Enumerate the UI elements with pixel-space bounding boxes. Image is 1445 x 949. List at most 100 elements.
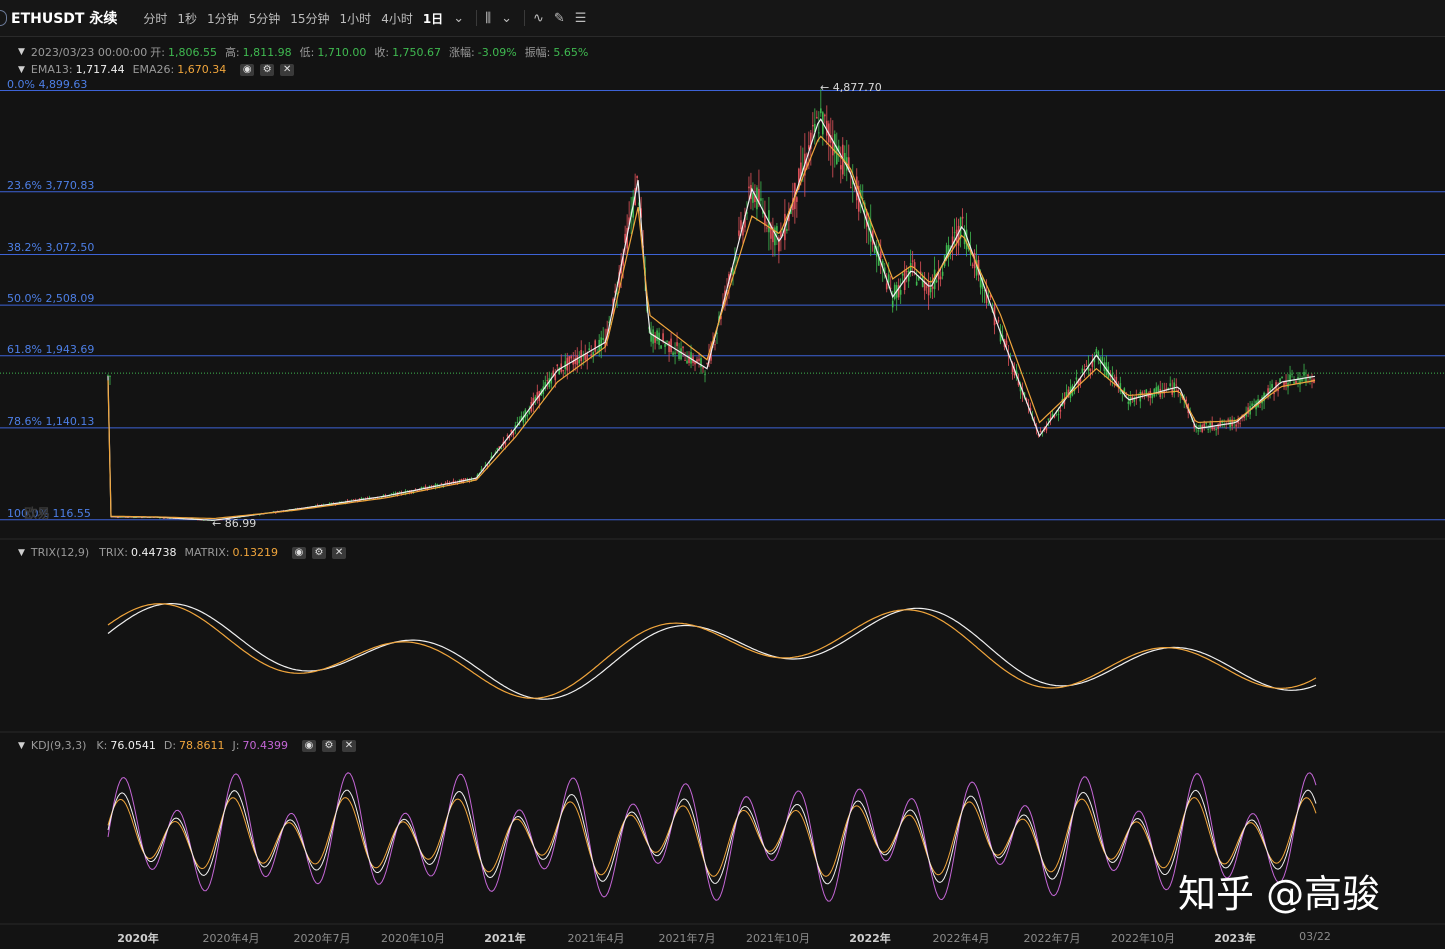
candle-body	[1309, 376, 1311, 380]
chart-area[interactable]: ▼ 2023/03/23 00:00:00 开: 1,806.55 高: 1,811…	[0, 37, 1445, 949]
candle-body	[1201, 425, 1203, 432]
close-icon[interactable]: ✕	[332, 546, 347, 559]
candle-body	[1039, 430, 1042, 433]
candle-body	[572, 360, 575, 365]
candle-body	[897, 285, 900, 298]
gear-icon[interactable]: ⚙	[312, 546, 327, 559]
symbol-favorite-icon[interactable]	[0, 10, 7, 26]
candle-body	[464, 478, 467, 480]
chevron-down-icon[interactable]: ⌄	[501, 10, 512, 26]
candle-body	[141, 517, 143, 519]
candle-body	[806, 161, 808, 169]
chevron-down-icon[interactable]: ⌄	[453, 10, 465, 26]
candle-body	[1307, 374, 1309, 377]
timeframe-1m[interactable]: 1分钟	[206, 11, 239, 26]
low-value: 1,710.00	[317, 45, 367, 59]
candle-body	[488, 462, 491, 464]
candle-body	[428, 485, 431, 488]
candle-body	[873, 245, 876, 253]
candle-type-icon[interactable]: ⫼	[485, 10, 492, 26]
candle-body	[556, 364, 559, 367]
candle-body	[818, 132, 820, 134]
candle-body	[360, 498, 363, 500]
candle-body	[963, 230, 966, 245]
fib-level-label: 50.0% 2,508.09	[7, 292, 95, 306]
chart-canvas[interactable]	[0, 37, 1445, 949]
timeframe-realtime[interactable]: 分时	[143, 11, 168, 26]
candle-body	[1065, 392, 1068, 399]
candle-body	[638, 202, 640, 206]
timeframe-1s[interactable]: 1秒	[177, 11, 197, 26]
collapse-icon[interactable]: ▼	[18, 47, 25, 57]
trix-line	[107, 602, 1317, 700]
candle-body	[636, 176, 638, 178]
candle-body	[766, 227, 768, 229]
candle-body	[1253, 404, 1255, 405]
candle-body	[1019, 384, 1022, 392]
trix-label: TRIX:	[99, 546, 128, 559]
candle-body	[518, 422, 521, 426]
timeframe-1d[interactable]: 1日	[422, 11, 444, 26]
eye-icon[interactable]: ◉	[240, 63, 255, 76]
indicator-icon[interactable]: ∿	[532, 10, 544, 26]
candle-body	[1091, 361, 1094, 367]
fib-level-label: 61.8% 1,943.69	[7, 342, 95, 356]
drawing-tools-icon[interactable]: ✎	[553, 10, 565, 26]
candle-body	[650, 332, 652, 342]
gear-icon[interactable]: ⚙	[260, 63, 275, 76]
kdj-legend: ▼ KDJ(9,3,3) K: 76.0541 D: 78.8611 J: 70.43…	[18, 739, 356, 752]
candle-body	[1213, 427, 1215, 430]
timeframe-15m[interactable]: 15分钟	[290, 11, 330, 26]
symbol-title[interactable]: ETHUSDT 永续	[11, 11, 118, 27]
candle-body	[1147, 394, 1150, 398]
timeframe-4h[interactable]: 4小时	[381, 11, 413, 26]
collapse-icon[interactable]: ▼	[18, 740, 25, 751]
candle-body	[676, 342, 678, 347]
k-line	[107, 789, 1317, 885]
timeframe-1h[interactable]: 1小时	[339, 11, 372, 26]
candle-body	[552, 370, 555, 377]
chart-toolbar: ETHUSDT 永续 分时 1秒 1分钟 5分钟 15分钟 1小时 4小时 1日…	[0, 0, 1445, 37]
candle-body	[945, 245, 948, 257]
candle-body	[941, 271, 944, 276]
timeframe-5m[interactable]: 5分钟	[248, 11, 281, 26]
j-label: J:	[232, 739, 240, 752]
candle-body	[1203, 423, 1205, 428]
candle-body	[1209, 422, 1211, 429]
candle-body	[732, 268, 734, 275]
candle-body	[1299, 378, 1301, 385]
candle-body	[774, 227, 776, 246]
candle-body	[865, 210, 868, 227]
candle-body	[1305, 376, 1307, 383]
collapse-icon[interactable]: ▼	[18, 547, 25, 558]
candle-body	[1049, 417, 1052, 420]
candle-body	[1185, 399, 1188, 402]
settings-list-icon[interactable]: ☰	[574, 10, 587, 26]
candle-body	[1247, 407, 1249, 414]
candle-body	[965, 229, 968, 250]
candle-body	[578, 359, 581, 364]
close-icon[interactable]: ✕	[341, 739, 356, 752]
candle-body	[1153, 388, 1156, 397]
candle-body	[1017, 380, 1020, 386]
close-icon[interactable]: ✕	[280, 63, 295, 76]
candle-body	[1175, 384, 1178, 386]
candle-body	[921, 275, 924, 287]
candle-body	[694, 361, 696, 365]
collapse-icon[interactable]: ▼	[18, 64, 25, 75]
candle-body	[274, 512, 277, 514]
candle-body	[548, 378, 551, 387]
candle-body	[772, 227, 774, 243]
eye-icon[interactable]: ◉	[301, 739, 316, 752]
candle-body	[907, 270, 910, 282]
candle-body	[602, 337, 604, 341]
candle-body	[899, 290, 902, 295]
eye-icon[interactable]: ◉	[292, 546, 307, 559]
candle-body	[1251, 403, 1253, 407]
d-line	[107, 796, 1317, 877]
gear-icon[interactable]: ⚙	[321, 739, 336, 752]
candle-body	[440, 483, 443, 485]
candle-body	[891, 300, 894, 308]
candle-body	[830, 135, 832, 143]
candle-body	[957, 225, 960, 246]
